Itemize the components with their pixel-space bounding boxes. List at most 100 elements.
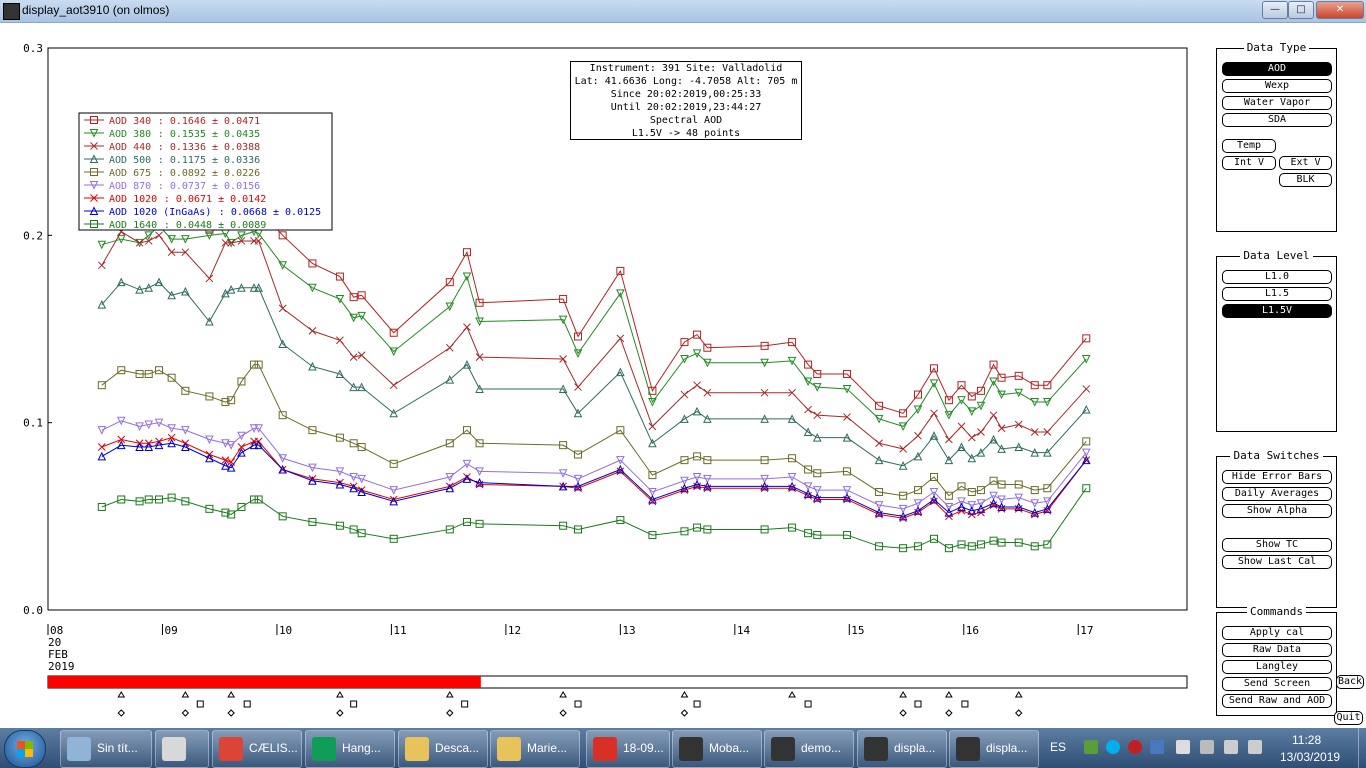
data-point [680, 390, 689, 399]
taskbar-item-label: 18-09... [623, 741, 664, 755]
minimize-button[interactable]: — [1262, 1, 1288, 19]
ext-v-button[interactable]: Ext V [1279, 156, 1332, 170]
data-point [913, 506, 923, 515]
data-point [1030, 398, 1040, 407]
taskbar-item[interactable]: Sin tít... [60, 730, 152, 768]
tray-app-icon[interactable] [1150, 740, 1164, 754]
data-point [154, 277, 164, 287]
blk-button[interactable]: BLK [1279, 173, 1332, 187]
data-point [813, 411, 822, 420]
taskbar-item[interactable]: displa... [857, 730, 947, 768]
taskbar-item[interactable]: 18-09... [586, 730, 670, 768]
series-line-6 [101, 437, 1087, 519]
l1-5v-button[interactable]: L1.5V [1222, 304, 1332, 318]
data-point [181, 386, 190, 395]
clock-time[interactable]: 11:28 [1292, 733, 1322, 747]
quit-button[interactable]: Quit [1334, 711, 1363, 725]
signal-icon[interactable] [1224, 740, 1238, 754]
taskbar-item[interactable]: Marie... [490, 730, 580, 768]
water-vapor-button[interactable]: Water Vapor [1222, 96, 1332, 110]
series-line-4 [101, 364, 1087, 497]
data-point [462, 459, 472, 469]
timeline-diamond [227, 709, 235, 717]
sda-button[interactable]: SDA [1222, 113, 1332, 127]
show-tc-button[interactable]: Show TC [1222, 538, 1332, 552]
close-button[interactable]: ✕ [1316, 1, 1364, 19]
taskbar-item[interactable]: Hang... [305, 730, 395, 768]
maximize-button[interactable]: □ [1288, 1, 1314, 19]
raw-data-button[interactable]: Raw Data [1222, 643, 1332, 657]
data-point [616, 367, 625, 377]
info-line: Lat: 41.6636 Long: -4.7058 Alt: 705 m [574, 76, 798, 87]
data-point [205, 392, 214, 401]
data-point [167, 424, 176, 433]
data-point [944, 502, 954, 512]
data-point [335, 369, 345, 378]
data-point [278, 411, 287, 420]
language-indicator[interactable]: ES [1050, 740, 1067, 754]
data-point [308, 283, 317, 293]
data-point [703, 343, 712, 352]
data-point [967, 433, 976, 442]
app-icon[interactable] [3, 3, 20, 20]
date-label: 2019 [48, 660, 75, 673]
network-icon[interactable] [1084, 740, 1098, 754]
data-point [703, 414, 712, 423]
temp-button[interactable]: Temp [1222, 139, 1276, 153]
y-tick-label: 0.1 [23, 417, 43, 430]
data-point [957, 482, 966, 491]
langley-button[interactable]: Langley [1222, 660, 1332, 674]
back-button[interactable]: Back [1336, 675, 1364, 689]
show-desktop-button[interactable] [1358, 728, 1366, 768]
show-last-cal-button[interactable]: Show Last Cal [1222, 555, 1332, 569]
clock-date[interactable]: 13/03/2019 [1280, 750, 1341, 764]
data-point [680, 456, 689, 465]
skype-icon[interactable] [1106, 740, 1120, 754]
title-bar: display_aot3910 (on olmos) — □ ✕ [0, 0, 1366, 23]
data-point [989, 501, 998, 509]
data-point [181, 497, 190, 506]
info-line: Spectral AOD [649, 115, 723, 126]
taskbar-item[interactable]: demo... [764, 730, 854, 768]
data-point [680, 354, 689, 364]
daily-averages-button[interactable]: Daily Averages [1222, 487, 1332, 501]
app-icon [497, 737, 521, 761]
hide-error-bars-button[interactable]: Hide Error Bars [1222, 470, 1332, 484]
flag-icon[interactable] [1176, 740, 1190, 754]
legend-summary: : 0.0668 ± 0.0125 [219, 207, 321, 218]
apply-cal-button[interactable]: Apply cal [1222, 626, 1332, 640]
data-point [842, 384, 852, 394]
data-point [616, 467, 625, 476]
taskbar-item[interactable]: Desca... [398, 730, 488, 768]
data-point [1043, 484, 1052, 493]
send-screen-button[interactable]: Send Screen [1222, 677, 1332, 691]
show-alpha-button[interactable]: Show Alpha [1222, 504, 1332, 518]
data-point [116, 277, 126, 287]
data-point [813, 469, 822, 478]
send-raw-and-aod-button[interactable]: Send Raw and AOD [1222, 694, 1332, 708]
data-point [117, 366, 126, 375]
data-point [945, 435, 953, 444]
aod-button[interactable]: AOD [1222, 62, 1332, 76]
l1-0-button[interactable]: L1.0 [1222, 270, 1332, 284]
data-point [957, 497, 966, 506]
data-point [944, 411, 954, 420]
taskbar-item[interactable]: Moba... [672, 730, 762, 768]
volume-icon[interactable] [1248, 740, 1262, 754]
start-button[interactable] [4, 730, 46, 768]
data-point [1043, 381, 1052, 390]
int-v-button[interactable]: Int V [1222, 156, 1276, 170]
data-point [944, 455, 954, 465]
l1-5-button[interactable]: L1.5 [1222, 287, 1332, 301]
data-point [221, 508, 230, 517]
bluetooth-icon[interactable] [1128, 740, 1142, 754]
taskbar-item[interactable] [155, 730, 209, 768]
power-icon[interactable] [1200, 740, 1214, 754]
taskbar-item[interactable]: displa... [949, 730, 1039, 768]
data-point [967, 542, 976, 551]
data-point [335, 479, 345, 489]
data-point [929, 494, 939, 504]
taskbar-item[interactable]: CÆLIS... [212, 730, 302, 768]
wexp-button[interactable]: Wexp [1222, 79, 1332, 93]
data-point [913, 542, 922, 551]
